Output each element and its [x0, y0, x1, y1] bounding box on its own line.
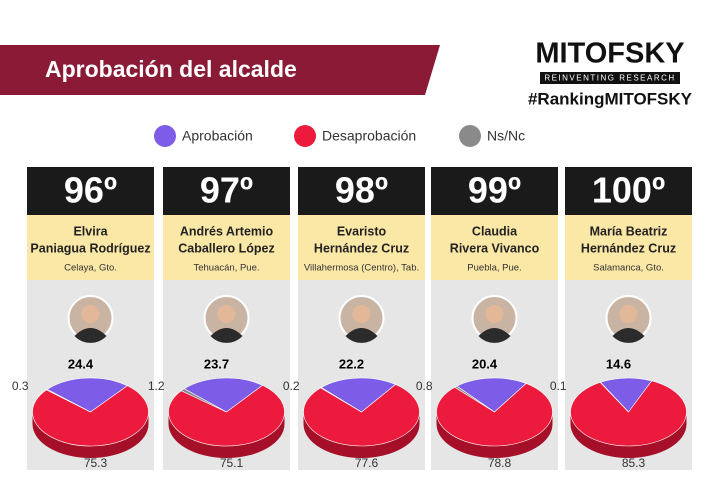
value-label: 85.3 — [622, 456, 646, 470]
rank: 99º — [468, 170, 521, 211]
value-label: 14.6 — [606, 356, 631, 371]
rank: 97º — [200, 170, 253, 211]
value-label: 75.1 — [220, 456, 244, 470]
pie-slice — [436, 383, 553, 447]
brand: MITOFSKY — [535, 38, 684, 70]
pie-slice — [168, 385, 285, 447]
photo-figure — [210, 328, 243, 343]
tagline-band — [540, 72, 680, 84]
pie-slice — [599, 381, 629, 413]
rank: 96º — [64, 170, 117, 211]
photo-face — [352, 305, 371, 323]
value-label: 23.7 — [204, 356, 229, 371]
value-label: 77.6 — [355, 456, 379, 470]
pie-slice — [303, 384, 420, 447]
photo-figure — [345, 328, 378, 343]
value-label: 22.2 — [339, 356, 364, 371]
legend-label: Aprobación — [182, 128, 253, 144]
name-box — [163, 215, 290, 280]
photo-face — [619, 305, 638, 323]
title-band — [0, 45, 440, 95]
value-label: 1.2 — [148, 379, 165, 393]
pie-slice — [456, 377, 527, 413]
mayor-name: Hernández Cruz — [581, 241, 676, 255]
legend-swatch — [294, 125, 316, 147]
mayor-name: Rivera Vivanco — [450, 241, 540, 255]
value-label: 0.3 — [12, 379, 29, 393]
photo-figure — [612, 328, 645, 343]
photo-figure — [478, 328, 511, 343]
photo-face — [217, 305, 236, 323]
value-label: 20.4 — [472, 356, 498, 371]
title: Aprobación del alcalde — [45, 56, 297, 82]
value-label: 0.1 — [550, 379, 567, 393]
location: Celaya, Gto. — [64, 263, 117, 274]
location: Villahermosa (Centro), Tab. — [304, 263, 419, 274]
location: Salamanca, Gto. — [593, 263, 664, 274]
photo-face — [81, 305, 100, 323]
mayor-name: María Beatriz — [590, 224, 668, 238]
name-box — [565, 215, 692, 280]
mayor-name: Claudia — [472, 224, 518, 238]
rank-box — [27, 167, 154, 215]
legend-label: Desaprobación — [322, 128, 416, 144]
rank: 98º — [335, 170, 388, 211]
mayor-name: Caballero López — [178, 241, 275, 255]
mayor-name: Hernández Cruz — [314, 241, 409, 255]
mayor-name: Paniagua Rodríguez — [30, 241, 150, 255]
rank-box — [565, 167, 692, 215]
value-label: 75.3 — [84, 456, 108, 470]
pie-slice — [599, 377, 653, 413]
legend-label: Ns/Nc — [487, 128, 525, 144]
tagline: REINVENTING RESEARCH — [544, 74, 675, 83]
location: Puebla, Pue. — [467, 263, 521, 274]
value-label: 0.2 — [283, 379, 300, 393]
pie-slice — [32, 385, 149, 447]
pie-slice — [45, 389, 91, 413]
legend-swatch — [459, 125, 481, 147]
name-box — [298, 215, 425, 280]
rank-box — [163, 167, 290, 215]
pie-slice — [454, 385, 495, 413]
location: Tehuacán, Pue. — [193, 263, 259, 274]
name-box — [27, 215, 154, 280]
pie-slice — [320, 387, 362, 413]
photo-face — [485, 305, 504, 323]
pie-slice — [180, 388, 227, 413]
value-label: 24.4 — [68, 356, 94, 371]
mayor-name: Andrés Artemio — [180, 224, 274, 238]
pie-slice — [183, 377, 264, 413]
name-box — [431, 215, 558, 280]
mayor-name: Evaristo — [337, 224, 387, 238]
rank-box — [298, 167, 425, 215]
rank-box — [431, 167, 558, 215]
value-label: 0.8 — [416, 379, 433, 393]
value-label: 78.8 — [488, 456, 512, 470]
legend-swatch — [154, 125, 176, 147]
mayor-name: Elvira — [73, 224, 108, 238]
hashtag: #RankingMITOFSKY — [528, 89, 693, 108]
pie-slice — [46, 377, 129, 413]
rank: 100º — [592, 170, 665, 211]
photo-figure — [74, 328, 107, 343]
pie-slice — [320, 377, 397, 413]
pie-slice — [570, 380, 687, 447]
